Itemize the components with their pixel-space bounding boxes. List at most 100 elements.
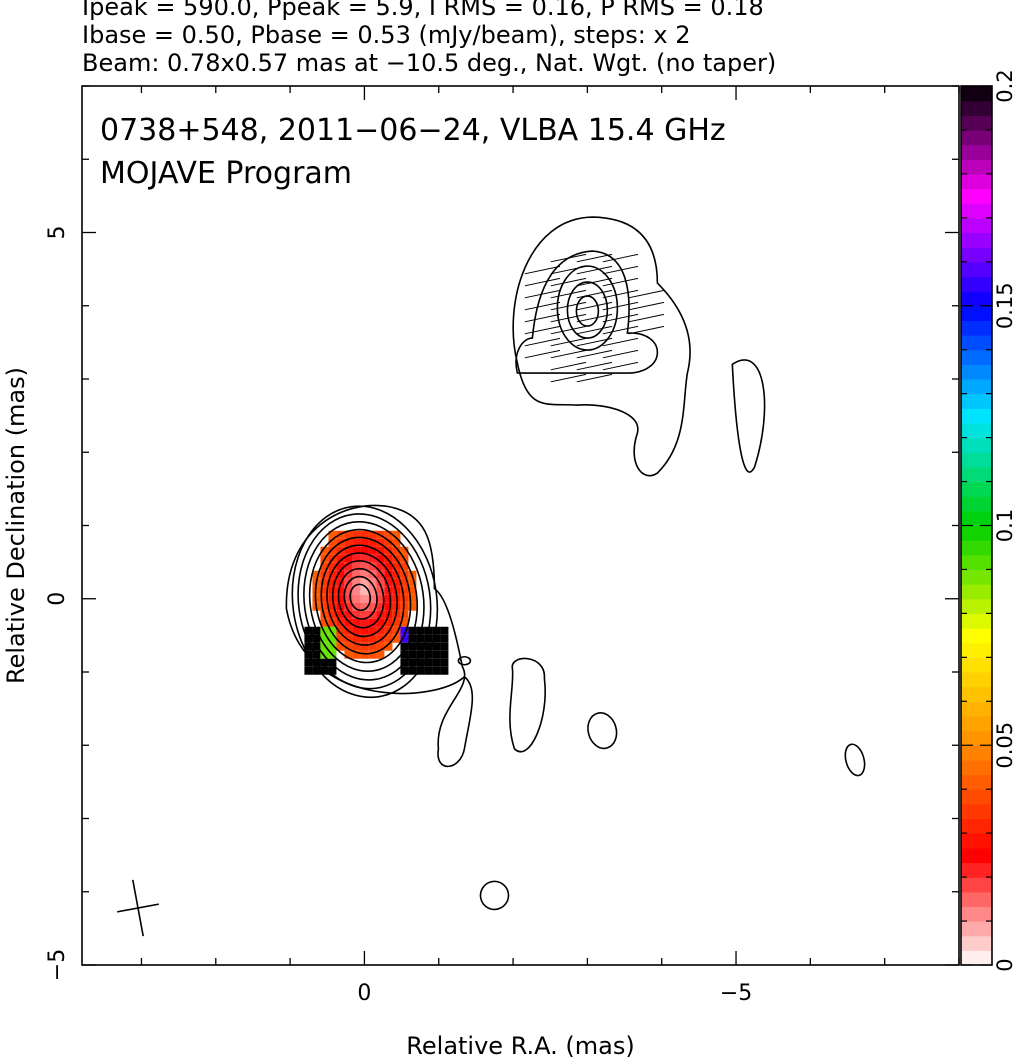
x-tick-label: 0: [357, 981, 371, 1006]
polarization-pixel: [336, 594, 345, 603]
polarization-pixel: [384, 538, 393, 547]
evpa-vector: [576, 361, 613, 371]
polarization-pixel: [360, 562, 369, 571]
polarization-pixel: [360, 586, 369, 595]
polarization-pixel: [360, 618, 369, 627]
polarization-pixel: [384, 594, 393, 603]
colorbar-segment: [961, 613, 992, 629]
polarization-pixel: [320, 546, 329, 555]
core-contour: [349, 583, 372, 612]
colorbar-tick-label: 0.2: [993, 69, 1017, 102]
polarization-pixel: [352, 586, 361, 595]
polarization-pixel: [352, 618, 361, 627]
polarization-pixel: [432, 658, 441, 667]
evpa-vector: [602, 301, 639, 311]
polarization-pixel: [336, 562, 345, 571]
core-contour: [303, 520, 425, 681]
polarization-pixel: [336, 586, 345, 595]
evpa-vector: [602, 325, 639, 335]
polarization-pixel: [368, 602, 377, 611]
polarization-pixel: [344, 602, 353, 611]
core-outer-contour: [285, 504, 474, 768]
evpa-vector: [524, 313, 561, 323]
polarization-pixel: [392, 618, 401, 627]
evpa-vector: [602, 277, 639, 287]
polarization-pixel: [408, 594, 417, 603]
polarization-pixel: [408, 650, 417, 659]
evpa-vector: [576, 337, 613, 347]
polarization-pixel: [440, 658, 449, 667]
core-contour: [343, 575, 378, 620]
polarization-pixel: [368, 562, 377, 571]
colorbar-segment: [961, 144, 992, 160]
polarization-pixel: [352, 634, 361, 643]
polarization-pixel: [400, 666, 409, 675]
colorbar-segment: [961, 701, 992, 717]
evpa-vector: [550, 325, 587, 335]
evpa-vector: [576, 301, 613, 311]
polarization-pixel: [376, 546, 385, 555]
polarization-pixel: [384, 642, 393, 651]
polarization-pixel: [440, 650, 449, 659]
polarization-pixel: [328, 570, 337, 579]
colorbar-segment: [961, 452, 992, 468]
polarization-pixel: [328, 618, 337, 627]
plot-frame: [81, 85, 960, 966]
polarization-pixel: [312, 570, 321, 579]
colorbar-segment: [961, 188, 992, 204]
evpa-vector: [576, 265, 613, 275]
polarization-pixel: [328, 610, 337, 619]
evpa-vector: [550, 277, 587, 287]
evpa-vector: [550, 373, 587, 383]
polarization-pixel: [352, 594, 361, 603]
polarization-pixel: [328, 658, 337, 667]
core-contour: [314, 536, 412, 664]
colorbar-segment: [961, 891, 992, 907]
polarization-pixel: [392, 538, 401, 547]
polarization-pixel: [368, 634, 377, 643]
colorbar-tick-label: 0.15: [993, 282, 1017, 329]
colorbar-segment: [961, 686, 992, 702]
polarization-pixel: [400, 610, 409, 619]
colorbar-segment: [961, 759, 992, 776]
polarization-pixel: [392, 546, 401, 555]
polarization-pixel: [384, 530, 393, 539]
map-title: 0738+548, 2011−06−24, VLBA 15.4 GHz: [100, 113, 726, 148]
polarization-pixel: [408, 626, 417, 635]
polarization-pixel: [336, 610, 345, 619]
y-axis-label: Relative Declination (mas): [2, 367, 30, 684]
evpa-vector: [576, 313, 613, 323]
polarization-pixel: [368, 538, 377, 547]
x-axis-label: Relative R.A. (mas): [406, 1032, 634, 1060]
knot-outer-contour: [512, 216, 691, 477]
blob-contour: [844, 743, 866, 777]
polarization-pixel: [440, 626, 449, 635]
polarization-pixel: [328, 562, 337, 571]
blob-contour: [479, 880, 510, 911]
evpa-vector: [524, 325, 561, 335]
colorbar-segment: [961, 525, 992, 541]
polarization-pixel: [432, 650, 441, 659]
knot-contour: [566, 281, 609, 339]
polarization-pixel: [352, 554, 361, 563]
polarization-pixel: [424, 658, 433, 667]
polarization-pixel: [360, 634, 369, 643]
polarization-pixel: [344, 594, 353, 603]
colorbar-segment: [961, 408, 992, 424]
polarization-pixel: [328, 546, 337, 555]
colorbar-segment: [961, 745, 992, 761]
polarization-pixel: [400, 578, 409, 587]
polarization-pixel: [320, 642, 329, 651]
polarization-pixel: [416, 658, 425, 667]
header-line-1: Ipeak = 590.0, Ppeak = 5.9, I RMS = 0.16…: [82, 0, 764, 21]
y-tick-label: 5: [45, 226, 70, 240]
polarization-pixel: [400, 650, 409, 659]
polarization-pixel: [352, 570, 361, 579]
polarization-pixel: [440, 634, 449, 643]
polarization-pixel: [392, 570, 401, 579]
polarization-pixel: [432, 642, 441, 651]
evpa-vector: [524, 277, 561, 287]
beam-minor-axis: [117, 903, 159, 913]
polarization-pixel: [328, 666, 337, 675]
blob-contour: [731, 359, 766, 473]
